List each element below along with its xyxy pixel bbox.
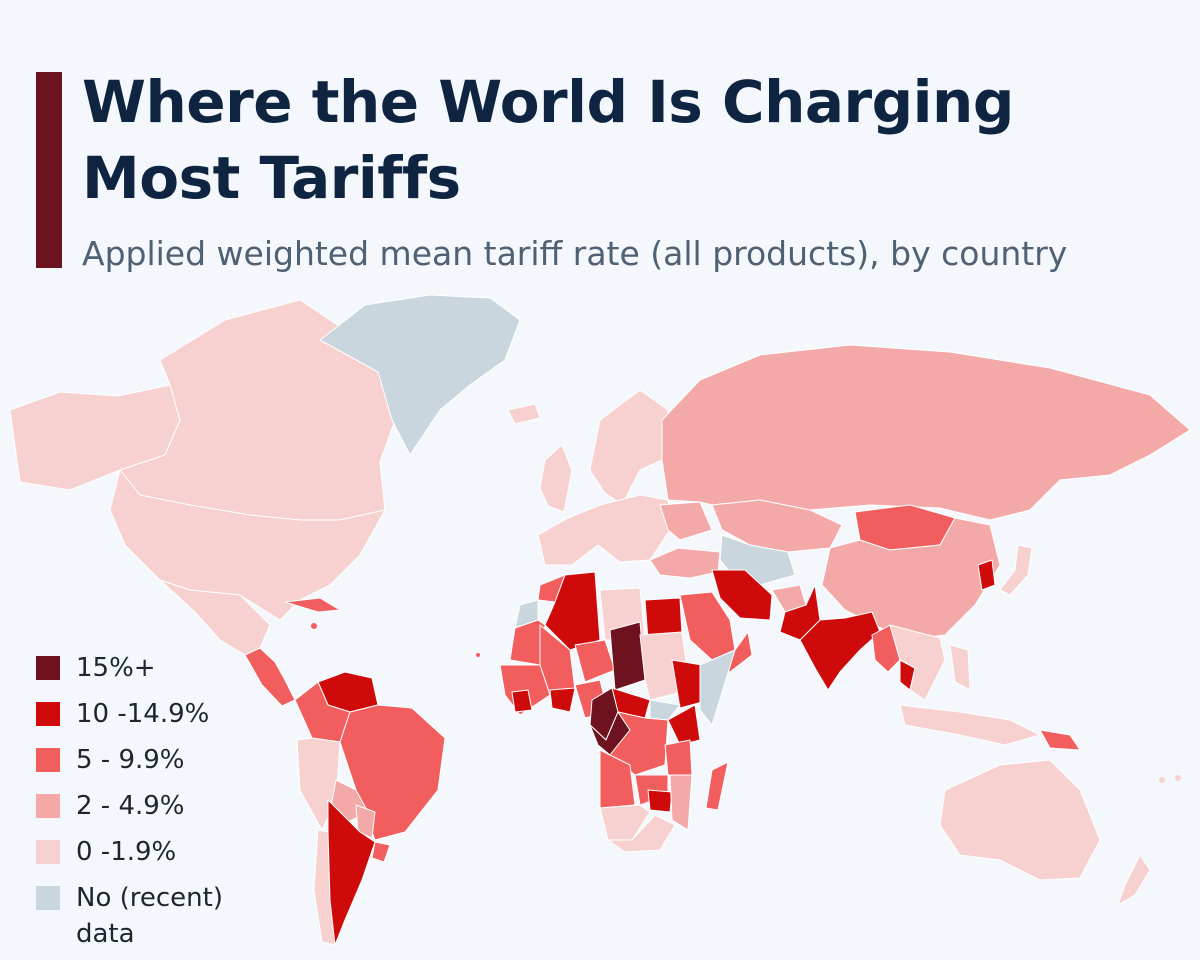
legend-item-0-1-9: 0 -1.9%: [36, 834, 276, 880]
legend-swatch: [36, 886, 60, 910]
region-argentina: [327, 799, 376, 946]
legend-swatch: [36, 840, 60, 864]
legend-label: 5 - 9.9%: [76, 745, 185, 775]
legend-item-5-9-9: 5 - 9.9%: [36, 742, 276, 788]
region-ghana: [549, 687, 576, 713]
region-iran: [711, 569, 773, 621]
region-cuba: [284, 597, 341, 613]
region-southeast-asia: [889, 624, 946, 701]
legend-swatch: [36, 702, 60, 726]
region-ukraine: [659, 501, 713, 541]
region-central-america: [476, 653, 480, 657]
region-new-zealand: [1159, 777, 1165, 783]
legend-swatch: [36, 656, 60, 680]
region-united-states: [109, 469, 386, 621]
region-korea: [977, 559, 996, 591]
region-madagascar: [705, 761, 729, 811]
legend-label: No (recent) data: [76, 883, 223, 949]
world-map: [9, 294, 1191, 946]
region-new-zealand: [1175, 775, 1181, 781]
region-zimbabwe: [647, 789, 673, 813]
region-guinea: [511, 689, 533, 713]
region-japan: [999, 544, 1033, 596]
region-dr-congo: [609, 711, 669, 776]
legend: 15%+ 10 -14.9% 5 - 9.9% 2 - 4.9% 0 -1.9%…: [36, 650, 276, 949]
region-tanzania: [664, 739, 693, 776]
region-scandinavia: [589, 389, 669, 506]
legend-label: 15%+: [76, 653, 156, 683]
region-kenya: [667, 704, 701, 746]
legend-item-10-14-9: 10 -14.9%: [36, 696, 276, 742]
region-somalia: [699, 649, 736, 726]
region-philippines: [949, 644, 971, 691]
legend-label: 10 -14.9%: [76, 699, 210, 729]
region-paraguay: [355, 804, 376, 839]
legend-item-2-4-9: 2 - 4.9%: [36, 788, 276, 834]
legend-label: 0 -1.9%: [76, 837, 177, 867]
region-central-america: [311, 623, 317, 629]
legend-swatch: [36, 794, 60, 818]
region-central-america: [244, 647, 296, 707]
region-iceland: [507, 403, 541, 425]
legend-label: 2 - 4.9%: [76, 791, 185, 821]
region-uruguay: [371, 841, 391, 863]
region-new-zealand: [1117, 854, 1151, 906]
legend-item-no-data: No (recent) data: [36, 880, 276, 949]
region-south-africa: [607, 814, 676, 853]
title-accent-bar: [36, 72, 62, 268]
page-title: Where the World Is Charging Most Tariffs: [82, 68, 1014, 212]
region-mozambique: [669, 774, 693, 831]
legend-swatch: [36, 748, 60, 772]
region-brazil: [339, 704, 446, 841]
region-indonesia: [899, 704, 1041, 746]
region-russia: [661, 344, 1191, 521]
region-turkey: [649, 547, 721, 579]
region-chad: [609, 621, 646, 691]
region-namibia-botswana: [599, 804, 651, 841]
region-india: [799, 611, 881, 691]
region-uk-ireland: [539, 444, 573, 513]
region-greenland: [319, 294, 521, 456]
region-niger: [574, 639, 616, 683]
region-papua-new-guinea: [1039, 729, 1081, 751]
region-australia: [939, 759, 1101, 881]
legend-item-15-plus: 15%+: [36, 650, 276, 696]
region-europe: [537, 494, 671, 566]
page-subtitle: Applied weighted mean tariff rate (all p…: [82, 234, 1068, 273]
